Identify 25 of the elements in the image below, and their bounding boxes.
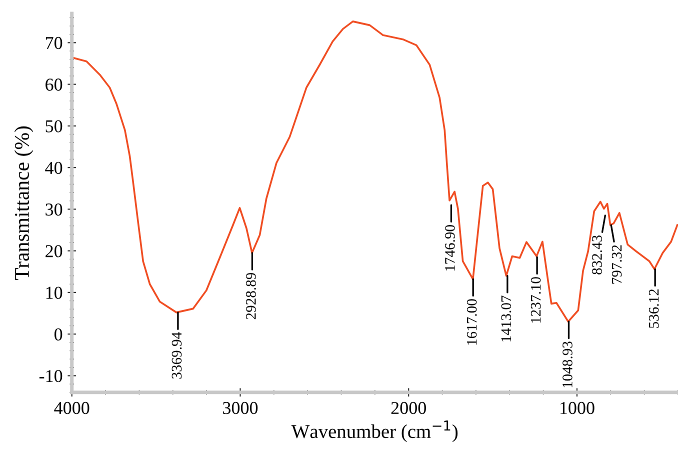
y-axis-title: Transmittance (%): [14, 126, 34, 280]
x-tick-label: 2000: [391, 402, 426, 414]
x-tick-label: 3000: [223, 402, 258, 414]
annotation: 1413.07: [501, 296, 512, 342]
annotation: 832.43: [592, 235, 602, 274]
annotation: 1617.00: [466, 299, 477, 345]
annotation: 1237.10: [530, 277, 541, 323]
y-tick-label: 20: [46, 245, 62, 258]
y-tick-label: -10: [39, 370, 62, 382]
annotation: 536.12: [648, 289, 659, 328]
annotation: 3369.94: [172, 332, 182, 379]
y-tick-label: 30: [46, 203, 62, 216]
annotation: 1048.93: [562, 342, 572, 388]
annotation: 2928.89: [246, 272, 256, 320]
y-tick-label: 0: [54, 328, 62, 341]
annotation: 1746.90: [445, 225, 455, 271]
y-tick-label: 50: [46, 120, 62, 132]
x-tick-label: 1000: [560, 402, 594, 414]
y-tick-label: 40: [45, 162, 62, 174]
x-tick-label: 4000: [54, 402, 90, 414]
annotation: 797.32: [612, 245, 622, 284]
y-tick-label: 70: [46, 36, 62, 50]
y-tick-label: 60: [46, 78, 62, 91]
x-axis-title: Wavenumber (cm$^{−1}$): [291, 420, 458, 442]
y-tick-label: 10: [46, 286, 62, 299]
